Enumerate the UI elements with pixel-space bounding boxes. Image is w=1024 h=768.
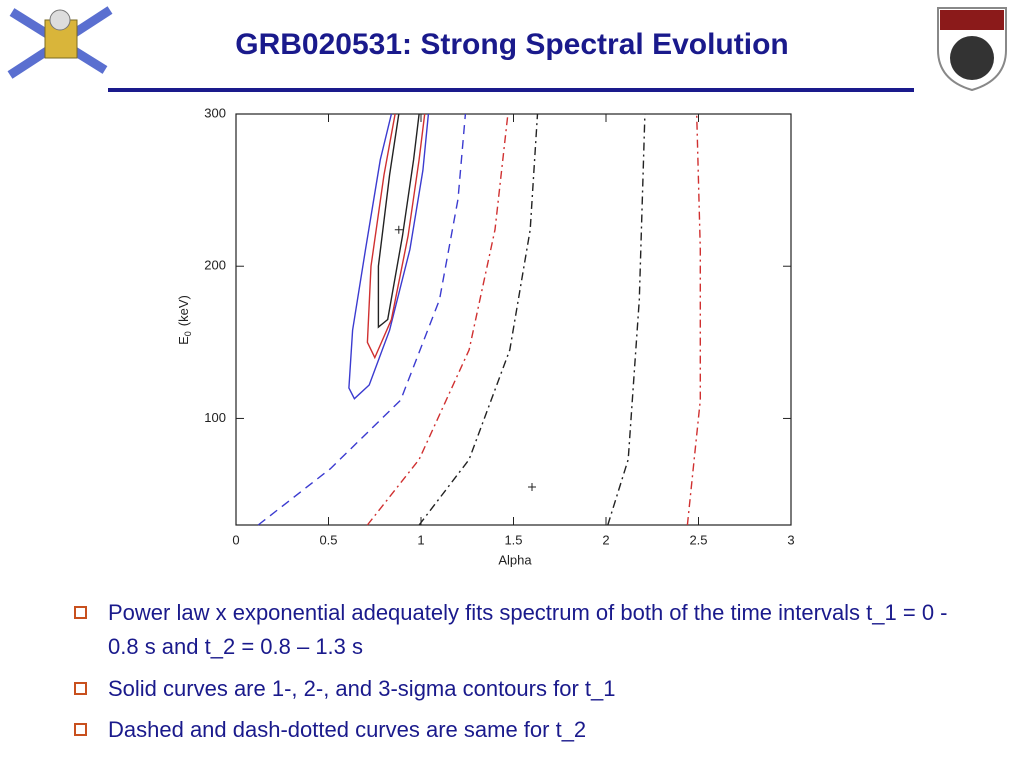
bullet-icon <box>74 723 87 736</box>
slide-title: GRB020531: Strong Spectral Evolution <box>235 28 789 61</box>
bullet-icon <box>74 682 87 695</box>
contour <box>257 113 467 526</box>
x-tick-label: 3 <box>787 532 794 547</box>
x-tick-label: 0 <box>232 532 239 547</box>
bullet-text: Solid curves are 1-, 2-, and 3-sigma con… <box>108 676 616 701</box>
x-tick-label: 1.5 <box>504 532 522 547</box>
best-fit-marker <box>394 225 403 234</box>
y-label-unit: (keV) <box>176 295 191 326</box>
contour <box>348 113 430 400</box>
satellite-logo <box>7 6 113 79</box>
y-label-main: E <box>176 336 191 345</box>
contour <box>607 113 646 526</box>
contour <box>366 113 509 526</box>
y-axis-label: E0 (keV) <box>176 295 193 345</box>
contour <box>377 113 420 329</box>
contour <box>418 113 539 526</box>
best-fit-marker <box>528 482 536 491</box>
x-axis-label: Alpha <box>498 552 532 567</box>
x-tick-label: 2.5 <box>689 532 707 547</box>
y-tick-label: 100 <box>204 410 226 425</box>
x-tick-label: 2 <box>602 532 609 547</box>
y-tick-label: 300 <box>204 105 226 120</box>
contour <box>366 113 426 360</box>
x-tick-label: 0.5 <box>319 532 337 547</box>
y-label-sub: 0 <box>183 331 193 336</box>
y-tick-label: 200 <box>204 258 226 273</box>
bullet-text: Dashed and dash-dotted curves are same f… <box>108 717 587 742</box>
bullet-text: Power law x exponential adequately fits … <box>108 600 948 659</box>
bullet-icon <box>74 606 87 619</box>
crest-logo <box>937 7 1007 92</box>
contour <box>686 113 701 526</box>
x-tick-label: 1 <box>417 532 424 547</box>
plot-frame <box>235 113 792 526</box>
